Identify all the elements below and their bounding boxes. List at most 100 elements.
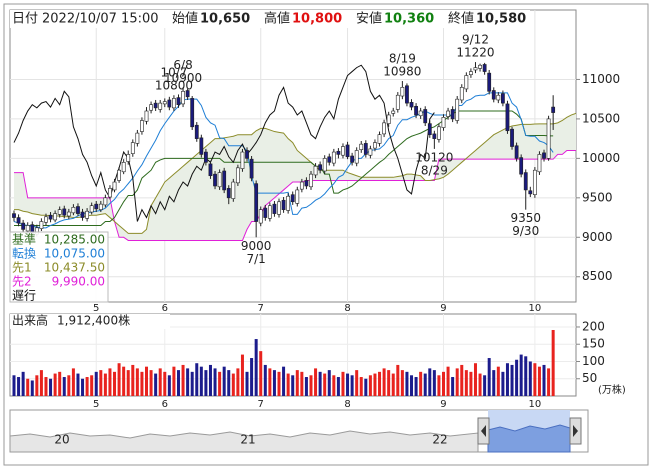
candle-body: [528, 190, 533, 195]
volume-bar: [464, 370, 468, 396]
candle-body: [359, 143, 364, 150]
candle-body: [117, 169, 121, 181]
indicator-line: [14, 112, 577, 234]
candle-body: [446, 110, 450, 117]
candle-body: [245, 150, 249, 159]
volume-tick-label: 100: [582, 354, 605, 368]
volume-bar: [154, 373, 158, 396]
volume-bar: [314, 368, 318, 396]
volume-bar: [44, 377, 48, 396]
candle-body: [546, 118, 551, 159]
candle-body: [523, 172, 528, 191]
candle-body: [112, 181, 117, 191]
candle-body: [226, 188, 231, 199]
annotation-value: 10980: [383, 65, 421, 79]
volume-total: 1,912,400株: [57, 313, 130, 328]
candle-body: [135, 132, 140, 144]
candle-body: [76, 206, 80, 214]
annotation-date: 9/12: [462, 33, 489, 47]
volume-bar: [542, 364, 546, 396]
volume-tick-label: 200: [582, 319, 605, 333]
volume-bar: [410, 375, 414, 396]
legend-name: 先1: [12, 261, 32, 275]
candle-body: [341, 146, 345, 156]
candle-body: [354, 150, 359, 164]
volume-bar: [505, 363, 509, 396]
candle-body: [199, 137, 204, 155]
candle-body: [299, 181, 304, 190]
field-label: 安値: [356, 11, 382, 27]
volume-bar: [551, 329, 555, 396]
volume-bar: [400, 370, 404, 396]
volume-bar: [441, 371, 445, 396]
volume-bar: [263, 364, 267, 396]
volume-bar: [414, 377, 418, 396]
volume-bar: [487, 358, 491, 396]
candle-body: [537, 154, 542, 173]
volume-bar: [309, 375, 313, 396]
candle-body: [80, 211, 85, 218]
legend-name: 転換: [12, 247, 36, 261]
volume-bar: [85, 377, 89, 396]
volume-bar: [208, 364, 212, 396]
candle-body: [368, 148, 373, 156]
candle-body: [21, 222, 26, 230]
x-tick-label: 8: [344, 399, 350, 410]
volume-bar: [428, 368, 432, 396]
volume-bar: [510, 364, 514, 396]
volume-header-bg: [10, 314, 170, 329]
volume-bar: [245, 371, 249, 396]
candle-body: [153, 102, 158, 109]
candle-body: [231, 181, 236, 199]
volume-bar: [254, 339, 258, 396]
candle-body: [290, 194, 295, 203]
volume-bar: [67, 375, 71, 396]
x-tick-label: 10: [529, 399, 542, 410]
x-tick-label: 10: [529, 303, 542, 314]
volume-bar: [336, 377, 340, 396]
candle-body: [103, 197, 108, 206]
legend-name: 基準: [12, 232, 36, 247]
candle-body: [418, 110, 423, 117]
candle-body: [130, 142, 135, 154]
candle-body: [391, 110, 396, 114]
candle-body: [459, 87, 464, 101]
candle-body: [532, 169, 537, 195]
volume-bar: [460, 364, 464, 396]
candle-body: [336, 150, 341, 155]
annotation-date: 10/7: [160, 66, 187, 80]
date-label: 日付: [12, 12, 38, 27]
volume-bar: [300, 371, 304, 396]
volume-bar: [167, 375, 171, 396]
indicator-line: [13, 64, 435, 222]
candle-body: [450, 109, 455, 120]
candle-body: [48, 214, 53, 220]
volume-bar: [240, 354, 244, 396]
candle-body: [309, 173, 313, 188]
volume-bar: [304, 377, 308, 396]
volume-bar: [236, 368, 240, 396]
volume-bar: [35, 375, 39, 396]
candle-body: [473, 67, 478, 71]
annotation-value: 10800: [155, 79, 193, 93]
header: 日付 2022/10/07 15:00 始値 10,650 高値 10,800 安値 10…: [10, 10, 530, 28]
volume-bar: [478, 373, 482, 396]
x-tick-label: 9: [440, 399, 446, 410]
navigator-area: [9, 430, 479, 453]
candle-body: [345, 144, 350, 158]
volume-bar: [519, 354, 523, 396]
candle-body: [194, 124, 199, 139]
candle-body: [258, 209, 263, 224]
candle-body: [350, 155, 355, 163]
header-bg: [10, 10, 530, 28]
candle-body: [167, 99, 172, 108]
candle-body: [25, 225, 30, 232]
volume-bar: [199, 366, 203, 396]
candle-body: [172, 98, 176, 109]
legend-box: [9, 231, 109, 303]
annotation-value: 11220: [456, 46, 494, 60]
candle-body: [277, 201, 281, 215]
volume-bar: [437, 375, 441, 396]
volume-bar: [103, 373, 107, 396]
